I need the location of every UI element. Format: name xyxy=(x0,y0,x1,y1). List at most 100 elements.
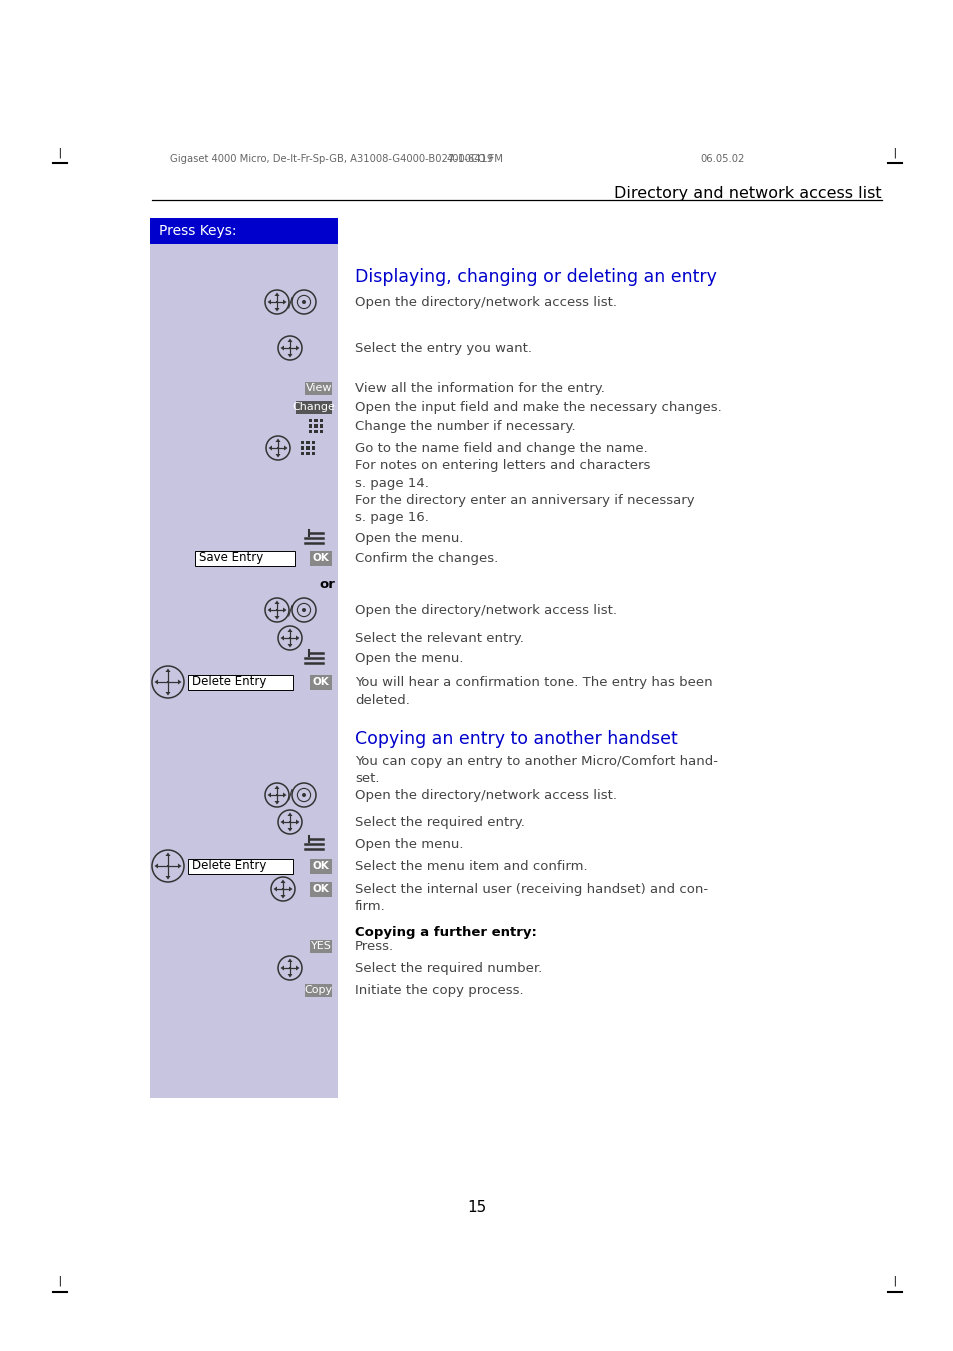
Bar xyxy=(309,419,312,422)
Polygon shape xyxy=(154,863,158,869)
Bar xyxy=(314,419,317,422)
Bar xyxy=(306,446,310,450)
Polygon shape xyxy=(295,635,299,640)
Text: /: / xyxy=(288,295,293,309)
Bar xyxy=(289,966,291,970)
Polygon shape xyxy=(280,346,284,350)
Bar xyxy=(310,674,332,689)
Text: Open the menu.: Open the menu. xyxy=(355,653,463,665)
Polygon shape xyxy=(280,635,284,640)
Polygon shape xyxy=(295,966,299,970)
Polygon shape xyxy=(289,886,293,892)
Polygon shape xyxy=(267,300,271,304)
Bar xyxy=(306,440,310,444)
Text: Open the directory/network access list.: Open the directory/network access list. xyxy=(355,604,617,617)
Polygon shape xyxy=(295,820,299,824)
Polygon shape xyxy=(287,644,293,647)
Polygon shape xyxy=(280,820,284,824)
Bar xyxy=(289,636,291,639)
Bar xyxy=(276,447,279,450)
Text: 06.05.02: 06.05.02 xyxy=(700,154,743,163)
Bar xyxy=(300,446,304,450)
Text: Copying a further entry:: Copying a further entry: xyxy=(355,925,537,939)
Text: Displaying, changing or deleting an entry: Displaying, changing or deleting an entr… xyxy=(355,267,716,286)
Text: Select the required number.: Select the required number. xyxy=(355,962,541,975)
Polygon shape xyxy=(283,300,286,304)
Polygon shape xyxy=(178,863,181,869)
Bar xyxy=(150,218,337,1098)
Bar xyxy=(188,674,293,689)
Text: Gigaset 4000 Micro, De-It-Fr-Sp-GB, A31008-G4000-B027-1-6419: Gigaset 4000 Micro, De-It-Fr-Sp-GB, A310… xyxy=(170,154,493,163)
Bar xyxy=(289,347,291,350)
Polygon shape xyxy=(283,608,286,612)
Text: Open the input field and make the necessary changes.: Open the input field and make the necess… xyxy=(355,401,721,413)
Text: OK: OK xyxy=(313,677,329,688)
Text: OK: OK xyxy=(313,553,329,563)
Polygon shape xyxy=(287,974,293,978)
Polygon shape xyxy=(268,446,272,450)
Text: Press.: Press. xyxy=(355,940,394,952)
Polygon shape xyxy=(267,793,271,797)
Bar xyxy=(167,865,170,867)
Text: Select the entry you want.: Select the entry you want. xyxy=(355,342,532,355)
Text: Select the required entry.: Select the required entry. xyxy=(355,816,524,830)
Bar xyxy=(310,858,332,874)
Bar xyxy=(305,984,332,997)
Polygon shape xyxy=(274,801,279,804)
Text: /: / xyxy=(288,788,293,802)
Bar xyxy=(281,888,284,890)
Text: You will hear a confirmation tone. The entry has been
deleted.: You will hear a confirmation tone. The e… xyxy=(355,676,712,707)
Text: Select the internal user (receiving handset) and con-
firm.: Select the internal user (receiving hand… xyxy=(355,884,707,913)
Polygon shape xyxy=(178,680,181,685)
Text: or: or xyxy=(319,578,335,590)
Circle shape xyxy=(302,793,306,797)
Bar xyxy=(312,440,314,444)
Text: Copying an entry to another handset: Copying an entry to another handset xyxy=(355,730,677,748)
Text: |: | xyxy=(891,1275,898,1286)
Text: For the directory enter an anniversary if necessary
s. page 16.: For the directory enter an anniversary i… xyxy=(355,494,694,524)
Text: Directory and network access list: Directory and network access list xyxy=(614,186,882,201)
Bar xyxy=(300,451,304,455)
Text: View: View xyxy=(305,382,332,393)
Bar xyxy=(312,446,314,450)
Text: Go to the name field and change the name.
For notes on entering letters and char: Go to the name field and change the name… xyxy=(355,442,650,490)
Text: Delete Entry: Delete Entry xyxy=(192,676,266,689)
Polygon shape xyxy=(283,793,286,797)
Bar xyxy=(194,550,294,566)
Bar xyxy=(188,858,293,874)
Polygon shape xyxy=(287,958,293,962)
Text: Select the menu item and confirm.: Select the menu item and confirm. xyxy=(355,861,587,873)
Text: |: | xyxy=(56,149,63,158)
Text: View all the information for the entry.: View all the information for the entry. xyxy=(355,382,604,394)
Bar xyxy=(289,820,291,823)
Bar xyxy=(310,881,332,897)
Polygon shape xyxy=(274,785,279,789)
Polygon shape xyxy=(275,454,280,458)
Polygon shape xyxy=(165,852,171,857)
Text: Change the number if necessary.: Change the number if necessary. xyxy=(355,420,575,434)
Bar xyxy=(309,430,312,434)
Circle shape xyxy=(302,300,306,304)
Polygon shape xyxy=(295,346,299,350)
Polygon shape xyxy=(165,669,171,671)
Bar xyxy=(150,218,337,245)
Bar xyxy=(319,419,323,422)
Text: 15: 15 xyxy=(467,1200,486,1215)
Polygon shape xyxy=(287,339,293,342)
Polygon shape xyxy=(154,680,158,685)
Bar xyxy=(319,430,323,434)
Bar xyxy=(314,424,317,428)
Bar xyxy=(310,550,332,566)
Polygon shape xyxy=(287,812,293,816)
Text: Change: Change xyxy=(293,403,335,412)
Polygon shape xyxy=(274,600,279,604)
Text: Select the relevant entry.: Select the relevant entry. xyxy=(355,632,523,644)
Text: Open the menu.: Open the menu. xyxy=(355,532,463,544)
Circle shape xyxy=(302,608,306,612)
Polygon shape xyxy=(165,875,171,880)
Polygon shape xyxy=(165,692,171,696)
Text: /: / xyxy=(288,603,293,617)
Text: Save Entry: Save Entry xyxy=(199,551,263,565)
Text: |: | xyxy=(56,1275,63,1286)
Text: Press Keys:: Press Keys: xyxy=(159,224,236,238)
